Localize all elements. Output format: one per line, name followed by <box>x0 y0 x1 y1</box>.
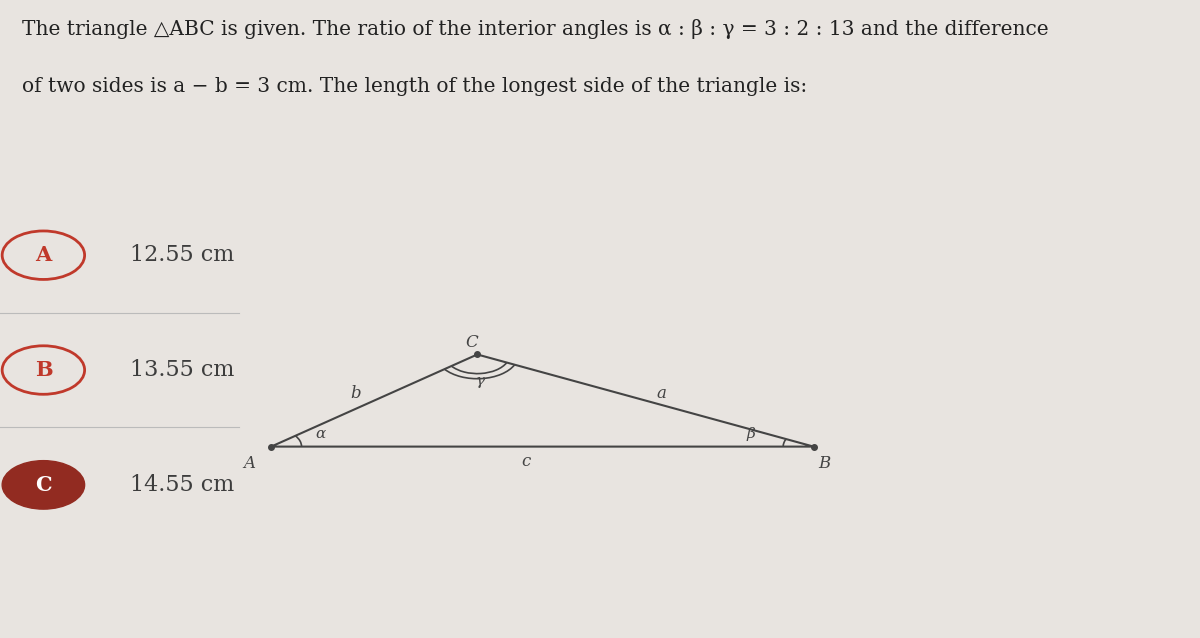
Circle shape <box>2 461 85 509</box>
Text: B: B <box>818 455 830 472</box>
Text: The triangle △ABC is given. The ratio of the interior angles is α : β : γ = 3 : : The triangle △ABC is given. The ratio of… <box>22 19 1049 39</box>
Text: C: C <box>466 334 479 351</box>
Text: C: C <box>35 475 52 495</box>
Text: of two sides is a − b = 3 cm. The length of the longest side of the triangle is:: of two sides is a − b = 3 cm. The length… <box>22 77 806 96</box>
Text: c: c <box>522 452 530 470</box>
Text: A: A <box>35 245 52 265</box>
Text: a: a <box>656 385 667 402</box>
Text: γ: γ <box>475 374 485 388</box>
Text: α: α <box>314 427 325 441</box>
Text: β: β <box>746 427 756 441</box>
Text: 12.55 cm: 12.55 cm <box>130 244 234 266</box>
Text: 13.55 cm: 13.55 cm <box>130 359 234 381</box>
Text: A: A <box>244 455 256 472</box>
Text: 14.55 cm: 14.55 cm <box>130 474 234 496</box>
Text: B: B <box>35 360 53 380</box>
Text: b: b <box>350 385 360 402</box>
